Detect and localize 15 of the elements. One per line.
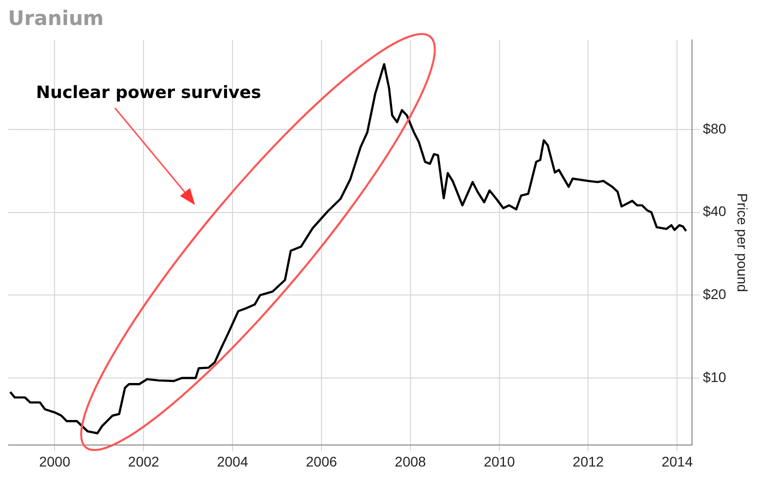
chart-title: Uranium xyxy=(8,6,104,30)
x-tick-label: 2010 xyxy=(484,453,516,470)
x-tick-label: 2006 xyxy=(306,453,338,470)
y-tick-label: $10 xyxy=(702,368,726,385)
annotation: Nuclear power survives xyxy=(36,83,262,103)
y-tick-label: $40 xyxy=(702,203,726,220)
x-tick-label: 2002 xyxy=(128,453,160,470)
y-tick-label: $80 xyxy=(702,120,726,136)
y-tick-label: $20 xyxy=(702,286,726,302)
x-tick-label: 2004 xyxy=(216,453,248,470)
x-tick-label: 2008 xyxy=(394,453,426,470)
x-tick-label: 2014 xyxy=(662,453,693,470)
y-axis-title: Price per pound xyxy=(734,193,751,292)
x-tick-label: 2012 xyxy=(572,453,604,470)
x-tick-label: 2000 xyxy=(39,453,70,470)
